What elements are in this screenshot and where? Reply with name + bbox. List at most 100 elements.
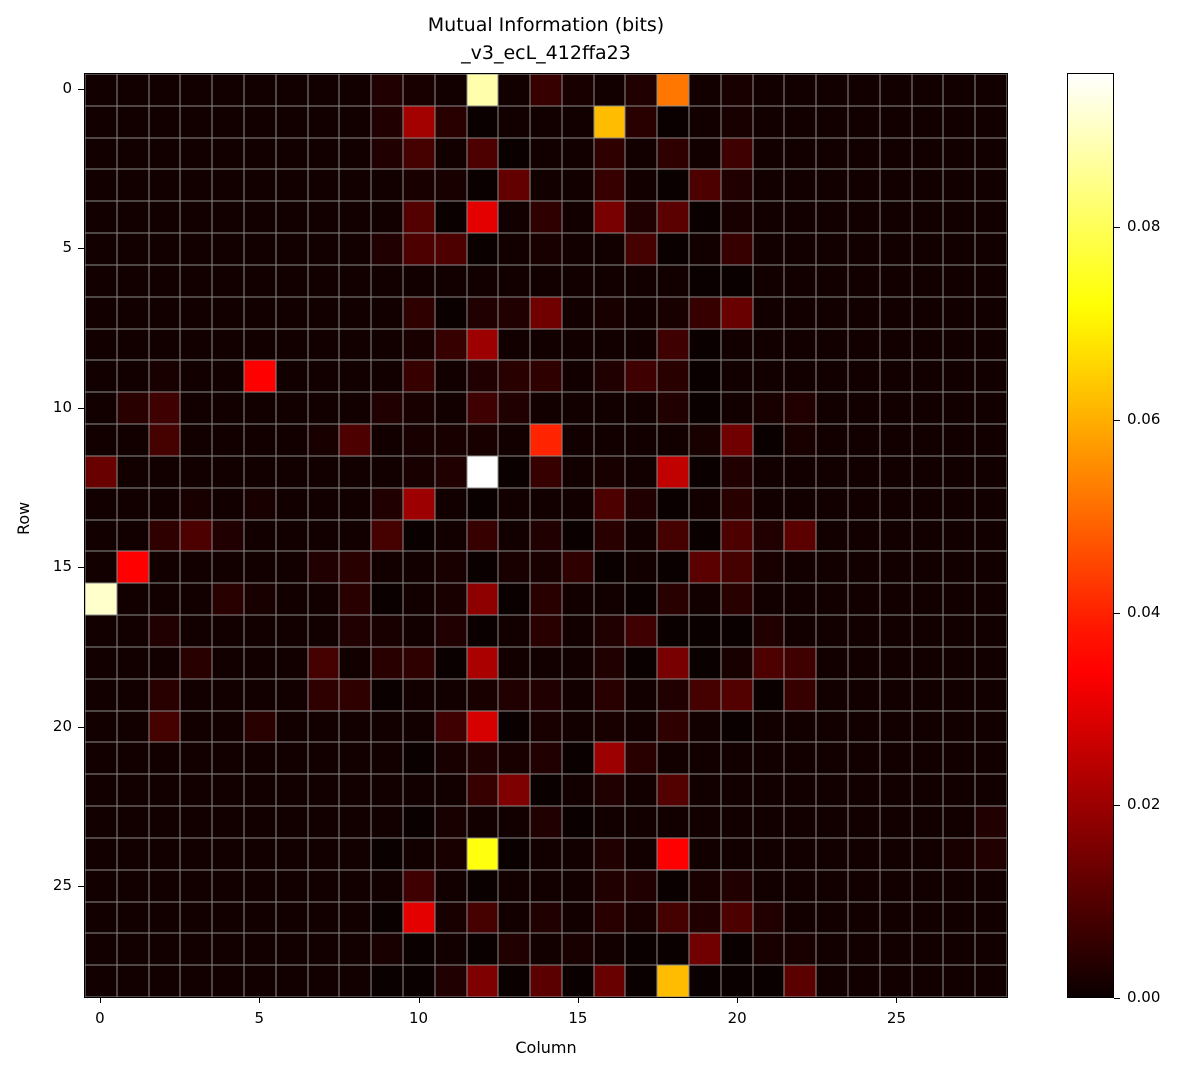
heatmap-cell [275, 487, 308, 520]
heatmap-cell [116, 583, 149, 616]
heatmap-cell [879, 869, 912, 902]
heatmap-cell [689, 551, 721, 584]
heatmap-cell [339, 74, 372, 106]
heatmap-cell [498, 455, 531, 488]
heatmap-cell [689, 424, 721, 456]
heatmap-cell [625, 901, 658, 934]
heatmap-cell [466, 519, 499, 552]
heatmap-cell [243, 901, 276, 934]
heatmap-cell [593, 105, 626, 138]
heatmap-cell [911, 583, 944, 616]
heatmap-cell [943, 837, 976, 870]
heatmap-cell [371, 169, 403, 202]
heatmap-cell [561, 933, 594, 966]
heatmap-cell [593, 901, 626, 934]
x-tick-label: 15 [568, 1009, 588, 1027]
heatmap-cell [371, 424, 403, 456]
heatmap-cell [243, 615, 276, 647]
heatmap-cell [498, 137, 531, 170]
heatmap-cell [593, 965, 626, 997]
heatmap-cell [784, 105, 817, 138]
heatmap-cell [434, 965, 467, 997]
heatmap-cell [180, 615, 213, 647]
heatmap-cell [498, 742, 531, 775]
heatmap-cell [625, 646, 658, 679]
heatmap-cell [339, 710, 372, 743]
heatmap-cell [148, 837, 181, 870]
heatmap-cell [307, 424, 340, 456]
heatmap-cell [879, 264, 912, 297]
heatmap-cell [625, 233, 658, 265]
heatmap-cell [212, 233, 244, 265]
heatmap-cell [243, 74, 276, 106]
heatmap-cell [657, 455, 690, 488]
heatmap-cell [561, 869, 594, 902]
heatmap-cell [212, 201, 244, 234]
heatmap-cell [720, 519, 753, 552]
heatmap-cell [339, 551, 372, 584]
heatmap-cell [466, 201, 499, 234]
heatmap-cell [593, 137, 626, 170]
heatmap-cell [530, 328, 562, 361]
heatmap-cell [243, 933, 276, 966]
heatmap-cell [85, 806, 117, 838]
heatmap-cell [307, 328, 340, 361]
heatmap-cell [85, 933, 117, 966]
heatmap-cell [943, 646, 976, 679]
heatmap-cell [625, 169, 658, 202]
heatmap-cell [625, 583, 658, 616]
heatmap-cell [371, 837, 403, 870]
heatmap-cell [434, 233, 467, 265]
heatmap-cell [371, 551, 403, 584]
heatmap-cell [720, 74, 753, 106]
y-axis-label: Row [14, 501, 33, 535]
heatmap-cell [720, 392, 753, 425]
heatmap-cell [371, 901, 403, 934]
heatmap-cell [689, 328, 721, 361]
heatmap-cell [752, 965, 785, 997]
heatmap-cell [85, 105, 117, 138]
heatmap-cell [943, 615, 976, 647]
heatmap-cell [720, 233, 753, 265]
heatmap-cell [943, 328, 976, 361]
heatmap-cell [752, 296, 785, 329]
heatmap-cell [879, 201, 912, 234]
heatmap-cell [752, 360, 785, 393]
heatmap-cell [911, 424, 944, 456]
heatmap-cell [212, 646, 244, 679]
heatmap-cell [371, 806, 403, 838]
heatmap-cell [180, 328, 213, 361]
heatmap-cell [466, 646, 499, 679]
heatmap-cell [212, 455, 244, 488]
heatmap-cell [720, 105, 753, 138]
heatmap-cell [434, 551, 467, 584]
heatmap-cell [275, 551, 308, 584]
heatmap-cell [85, 869, 117, 902]
heatmap-cell [784, 455, 817, 488]
heatmap-cell [498, 615, 531, 647]
heatmap-cell [212, 105, 244, 138]
heatmap-cell [689, 742, 721, 775]
heatmap-cell [116, 742, 149, 775]
heatmap-cell [848, 806, 880, 838]
heatmap-cell [530, 551, 562, 584]
heatmap-cell [212, 169, 244, 202]
heatmap-cell [180, 646, 213, 679]
heatmap-cell [720, 774, 753, 807]
colorbar-tick-label: 0.00 [1127, 988, 1161, 1006]
heatmap-cell [911, 360, 944, 393]
heatmap-cell [816, 519, 849, 552]
heatmap-cell [339, 233, 372, 265]
heatmap-cell [275, 583, 308, 616]
heatmap-cell [816, 360, 849, 393]
heatmap-cell [307, 965, 340, 997]
heatmap-cell [434, 74, 467, 106]
heatmap-cell [848, 455, 880, 488]
heatmap-cell [275, 806, 308, 838]
heatmap-cell [530, 742, 562, 775]
heatmap-cell [816, 74, 849, 106]
heatmap-cell [180, 360, 213, 393]
heatmap-cell [911, 901, 944, 934]
heatmap-cell [943, 710, 976, 743]
heatmap-cell [212, 296, 244, 329]
